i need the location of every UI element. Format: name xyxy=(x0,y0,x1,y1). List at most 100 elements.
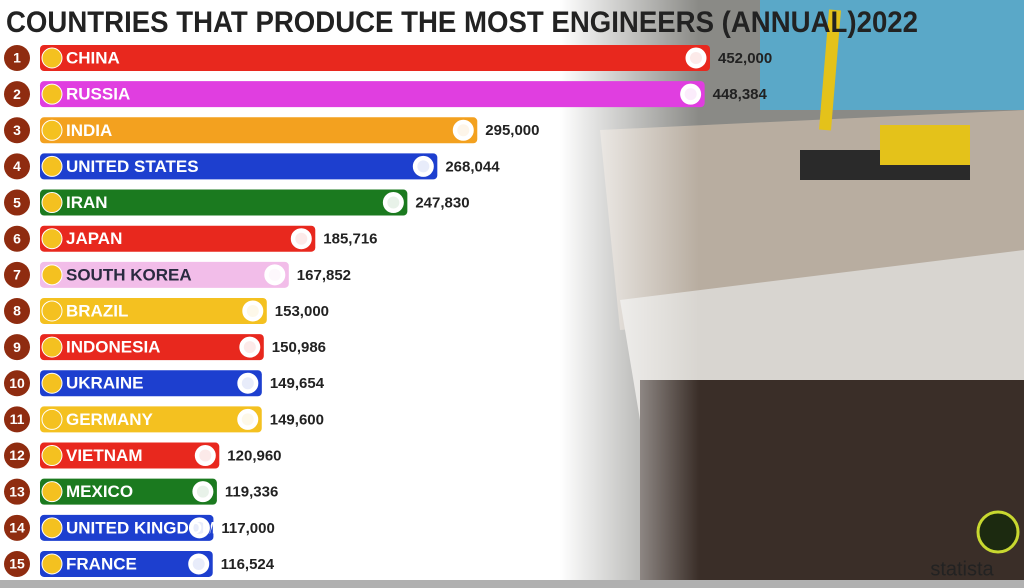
rank-label: 3 xyxy=(13,122,21,138)
category-label: SOUTH KOREA xyxy=(66,265,192,284)
rank-label: 10 xyxy=(9,375,25,391)
flag xyxy=(191,480,215,504)
value-label: 116,524 xyxy=(221,556,275,573)
bottom-strip xyxy=(0,580,1024,588)
rank-label: 15 xyxy=(9,556,25,572)
chart-title: COUNTRIES THAT PRODUCE THE MOST ENGINEER… xyxy=(6,6,918,39)
bar xyxy=(40,406,262,433)
rank-badge xyxy=(4,442,30,469)
bar xyxy=(40,550,213,577)
bar xyxy=(40,297,267,324)
value-label: 119,336 xyxy=(225,484,278,501)
category-label: IRAN xyxy=(66,193,108,212)
flag xyxy=(236,407,260,431)
watermark: statista xyxy=(930,558,994,580)
flag xyxy=(451,118,475,142)
value-label: 268,044 xyxy=(445,158,500,175)
value-label: 185,716 xyxy=(323,231,377,248)
rank-label: 5 xyxy=(13,194,21,210)
rank-label: 9 xyxy=(13,339,21,355)
bar xyxy=(40,514,214,541)
value-label: 448,384 xyxy=(713,86,768,103)
flag xyxy=(41,553,63,575)
category-label: MEXICO xyxy=(66,482,133,501)
category-label: VIETNAM xyxy=(66,446,143,465)
rank-badge xyxy=(4,370,30,397)
flag xyxy=(41,83,63,105)
flag xyxy=(411,154,435,178)
rank-badge xyxy=(4,117,30,144)
rank-badge xyxy=(4,261,30,288)
rank-badge xyxy=(4,334,30,361)
flag xyxy=(41,155,63,177)
flag xyxy=(187,516,211,540)
bar xyxy=(40,81,705,108)
bar xyxy=(40,334,264,361)
value-label: 149,600 xyxy=(270,411,324,428)
bar xyxy=(40,153,438,180)
flag xyxy=(41,228,63,250)
flag xyxy=(41,372,63,394)
rank-badge xyxy=(4,153,30,180)
flag xyxy=(41,517,63,539)
flag xyxy=(679,82,703,106)
rank-badge xyxy=(4,550,30,577)
rank-label: 11 xyxy=(10,411,25,427)
rank-badge xyxy=(4,189,30,216)
rank-badge xyxy=(4,514,30,541)
flag xyxy=(193,444,217,468)
rank-badge xyxy=(4,45,30,71)
bar xyxy=(40,225,316,252)
flag xyxy=(684,46,708,70)
flag xyxy=(41,408,63,430)
flag xyxy=(41,481,63,503)
rank-label: 4 xyxy=(13,158,21,174)
bar xyxy=(40,370,262,397)
value-label: 452,000 xyxy=(718,50,772,67)
flag xyxy=(236,371,260,395)
flag xyxy=(41,300,63,322)
rank-badge xyxy=(4,297,30,324)
category-label: GERMANY xyxy=(66,410,154,429)
rank-label: 8 xyxy=(13,303,21,319)
value-label: 117,000 xyxy=(221,520,274,537)
bar xyxy=(40,45,710,71)
bar xyxy=(40,189,408,216)
flag xyxy=(41,264,63,286)
rank-label: 1 xyxy=(13,50,21,66)
category-label: RUSSIA xyxy=(66,85,130,104)
bar xyxy=(40,117,478,144)
value-label: 149,654 xyxy=(270,375,325,392)
rank-label: 6 xyxy=(13,230,21,246)
rank-badge xyxy=(4,406,30,433)
background-photo xyxy=(560,0,1024,588)
value-label: 120,960 xyxy=(227,448,281,465)
rank-label: 13 xyxy=(9,483,25,499)
category-label: BRAZIL xyxy=(66,301,128,320)
value-label: 153,000 xyxy=(275,303,329,320)
flag xyxy=(381,191,405,215)
flag xyxy=(263,263,287,287)
value-label: 247,830 xyxy=(415,195,469,212)
category-label: INDIA xyxy=(66,121,112,140)
flag xyxy=(289,227,313,251)
category-label: UNITED STATES xyxy=(66,157,199,176)
category-label: JAPAN xyxy=(66,229,122,248)
value-label: 150,986 xyxy=(272,339,326,356)
category-label: CHINA xyxy=(66,48,120,67)
rank-badge xyxy=(4,225,30,252)
rank-badge xyxy=(4,478,30,505)
rank-badge xyxy=(4,81,30,108)
bar xyxy=(40,478,217,505)
rank-label: 12 xyxy=(9,447,25,463)
flag xyxy=(187,552,211,576)
rank-label: 7 xyxy=(13,267,21,283)
flag xyxy=(41,47,63,69)
flag xyxy=(41,119,63,141)
bar xyxy=(40,442,220,469)
category-label: UNITED KINGDOM xyxy=(66,518,216,537)
bar xyxy=(40,261,289,288)
category-label: INDONESIA xyxy=(66,338,160,357)
category-label: FRANCE xyxy=(66,554,137,573)
